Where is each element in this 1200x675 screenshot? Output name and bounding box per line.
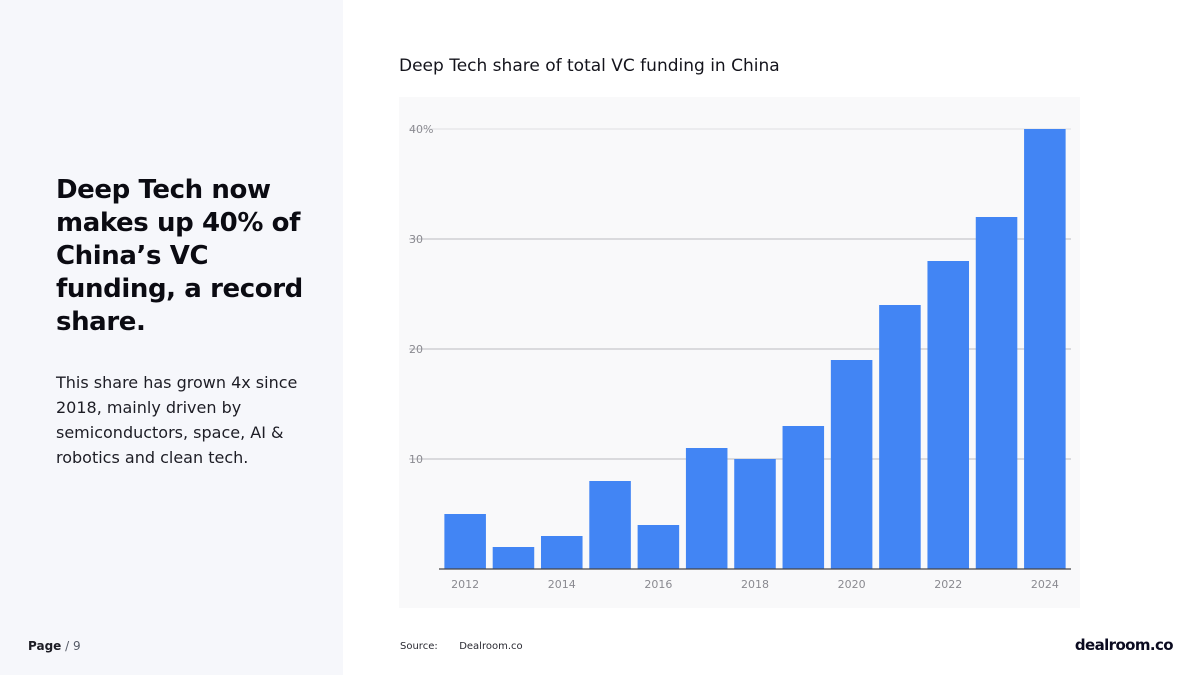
bar xyxy=(540,536,583,569)
bar xyxy=(444,514,486,569)
page-indicator: Page / 9 xyxy=(28,639,81,653)
bar xyxy=(879,305,921,569)
bar xyxy=(492,547,535,569)
bar xyxy=(589,481,631,569)
bar xyxy=(782,426,825,569)
bar xyxy=(830,360,873,569)
page-number: / 9 xyxy=(65,639,81,653)
source-value: Dealroom.co xyxy=(459,641,523,652)
left-panel: Deep Tech now makes up 40% of China’s VC… xyxy=(0,0,343,675)
y-tick-label: 20 xyxy=(409,343,423,356)
x-tick-label: 2014 xyxy=(548,578,576,591)
y-tick-label: 10 xyxy=(409,453,423,466)
bar xyxy=(1024,129,1066,569)
bar xyxy=(734,459,776,569)
dealroom-logo: dealroom.co xyxy=(1074,636,1174,654)
slide-headline: Deep Tech now makes up 40% of China’s VC… xyxy=(56,175,303,337)
y-tick-label: 30 xyxy=(409,233,423,246)
x-tick-label: 2012 xyxy=(451,578,479,591)
x-tick-label: 2024 xyxy=(1031,578,1059,591)
bar xyxy=(975,217,1018,569)
page-label: Page xyxy=(28,639,62,653)
bar xyxy=(637,525,680,569)
x-tick-label: 2020 xyxy=(838,578,866,591)
chart-title: Deep Tech share of total VC funding in C… xyxy=(399,56,780,76)
x-tick-label: 2022 xyxy=(934,578,962,591)
source-line: Source: Dealroom.co xyxy=(400,641,523,652)
y-tick-label: 40% xyxy=(409,123,433,136)
bar-chart: 10 20 30 40% 2012 2014 2016 2018 2020 2022 2024 xyxy=(409,123,1071,591)
x-tick-label: 2016 xyxy=(644,578,672,591)
bar xyxy=(685,448,728,569)
slide-body-text: This share has grown 4x since 2018, main… xyxy=(56,373,298,467)
source-label: Source: xyxy=(400,641,438,652)
x-tick-label: 2018 xyxy=(741,578,769,591)
bar xyxy=(927,261,970,569)
